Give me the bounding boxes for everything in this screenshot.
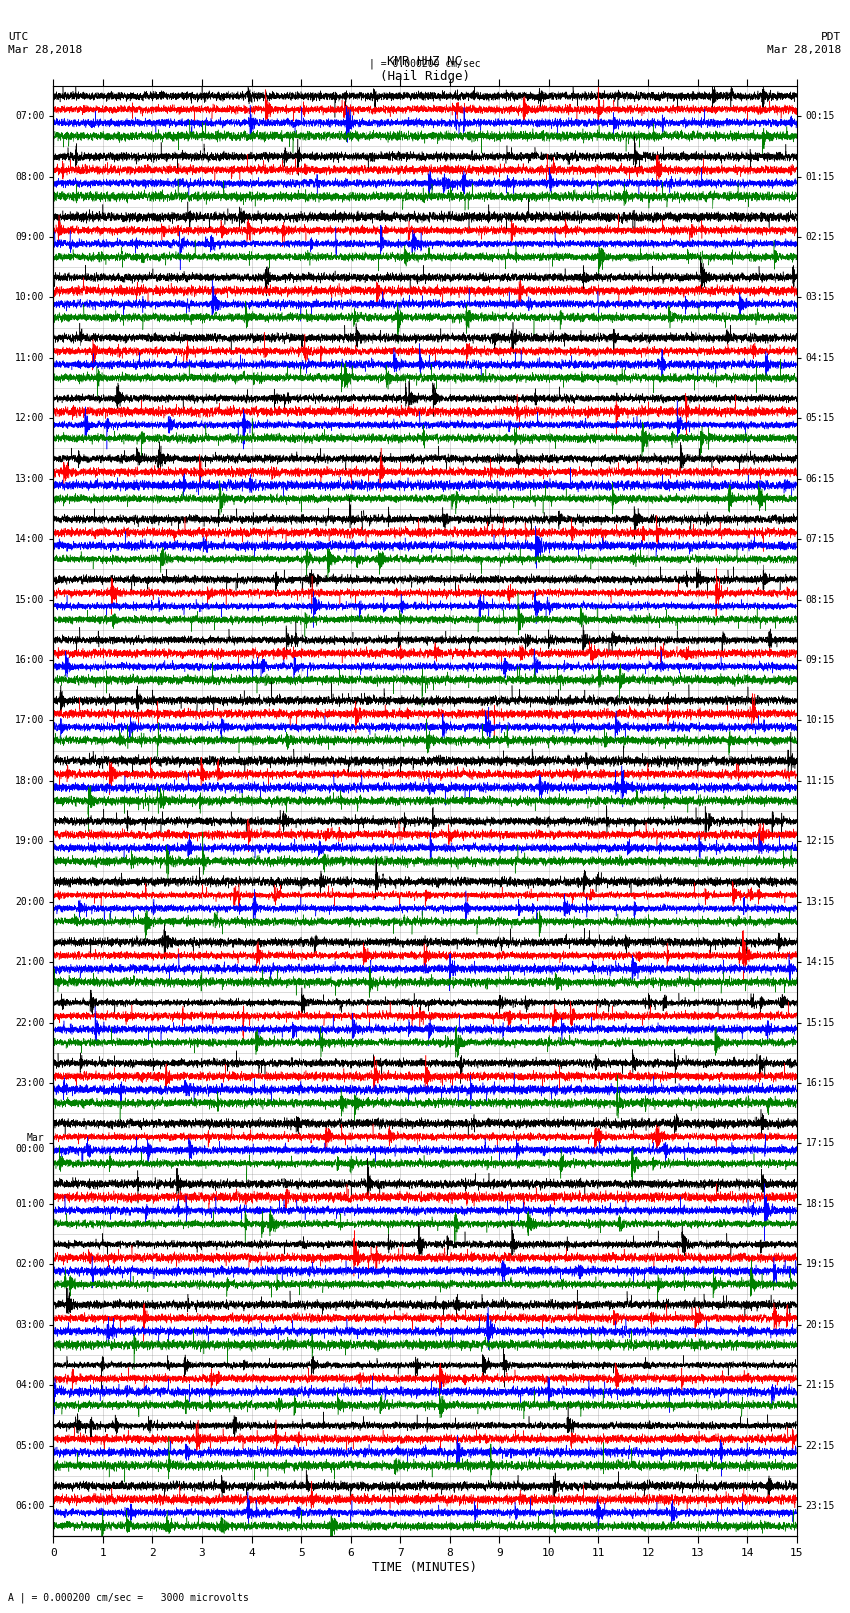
Text: | = 0.000200 cm/sec: | = 0.000200 cm/sec xyxy=(369,58,481,69)
Text: A | = 0.000200 cm/sec =   3000 microvolts: A | = 0.000200 cm/sec = 3000 microvolts xyxy=(8,1592,249,1603)
X-axis label: TIME (MINUTES): TIME (MINUTES) xyxy=(372,1561,478,1574)
Text: UTC
Mar 28,2018: UTC Mar 28,2018 xyxy=(8,32,82,55)
Text: PDT
Mar 28,2018: PDT Mar 28,2018 xyxy=(768,32,842,55)
Title: KMR HHZ NC
(Hail Ridge): KMR HHZ NC (Hail Ridge) xyxy=(380,55,470,84)
